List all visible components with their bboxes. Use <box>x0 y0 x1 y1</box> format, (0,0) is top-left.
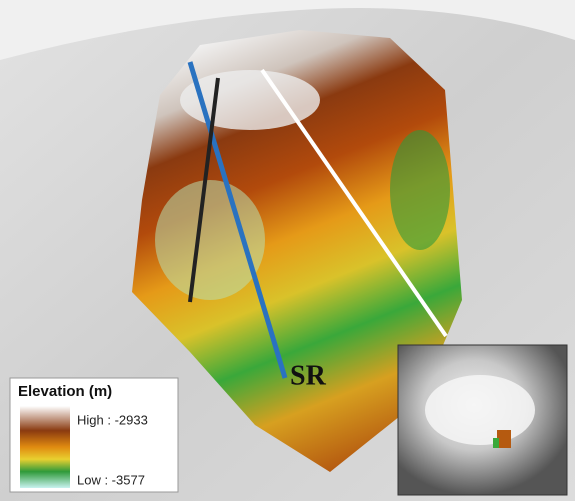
legend: Elevation (m) High : -2933 Low : -3577 <box>10 378 178 492</box>
inset-site <box>493 438 499 448</box>
site-label: SR <box>290 360 327 391</box>
map-view: SR Elevation (m) High : -2933 Low : -357… <box>0 0 575 501</box>
legend-low: Low : -3577 <box>77 472 145 487</box>
legend-title: Elevation (m) <box>18 383 112 400</box>
low-area-patch <box>155 180 265 300</box>
legend-color-bar <box>20 406 70 488</box>
inset-highland <box>425 375 535 445</box>
legend-high: High : -2933 <box>77 412 148 427</box>
low-area-patch <box>390 130 450 250</box>
inset-map <box>398 345 567 495</box>
inset-site <box>497 430 511 448</box>
